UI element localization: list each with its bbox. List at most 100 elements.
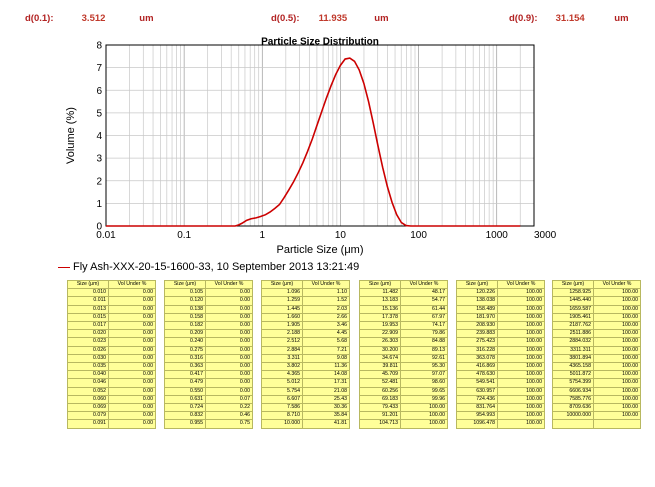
table-row: 15.136 61.44	[359, 304, 448, 314]
vol-under-cell: 21.08	[302, 386, 350, 396]
table-row: 416.869 100.00	[456, 362, 545, 372]
table-row: 0.209 0.00	[164, 329, 253, 339]
size-cell: 79.433	[359, 403, 401, 413]
chart-grid	[105, 45, 535, 226]
vol-under-cell: 0.00	[205, 329, 253, 339]
table-row: 1659.587 100.00	[552, 304, 641, 314]
table-row: 104.713 100.00	[359, 419, 448, 429]
size-cell: 158.489	[456, 304, 498, 314]
vol-under-cell: 0.00	[108, 353, 156, 364]
vol-under-cell: 14.08	[302, 370, 350, 380]
d50-stat: d(0.5): 11.935 um	[271, 13, 389, 24]
table-row: 138.038 100.00	[456, 296, 545, 306]
vol-under-cell: 11.36	[302, 362, 350, 372]
size-cell: 0.417	[164, 370, 206, 380]
vol-under-cell: 100.00	[497, 345, 545, 355]
vol-under-cell: 0.00	[108, 337, 156, 347]
table-row: 8709.636 100.00	[552, 403, 641, 413]
table-row: 39.811 95.30	[359, 362, 448, 372]
vol-under-cell: 100.00	[593, 411, 641, 421]
vol-under-cell: 0.00	[108, 321, 156, 331]
y-tick-label: 3	[96, 154, 102, 165]
size-table-1: Size (μm) Vol Under % 0.010 0.00 0.011 0.00 0.…	[67, 279, 156, 429]
y-tick-label: 6	[96, 86, 102, 97]
axis-ticks: 0.01 0.1 1 10 100 1000 3000 0 1 2 3 4 5 6 7 8	[96, 41, 556, 242]
vol-under-cell: 100.00	[497, 362, 545, 372]
table-row: 0.060 0.00	[67, 394, 156, 405]
table-row: 1258.925 100.00	[552, 288, 641, 298]
table-row: 0.091 0.00	[67, 419, 156, 429]
vol-under-cell: 4.45	[302, 329, 350, 339]
vol-under-cell: 48.17	[400, 288, 448, 298]
size-cell: 4365.158	[552, 362, 594, 372]
vol-under-cell: 100.00	[400, 403, 448, 413]
table-row: 52.481 98.60	[359, 378, 448, 388]
vol-under-cell: 100.00	[497, 288, 545, 298]
table-row: 26.303 84.88	[359, 337, 448, 347]
table-row: 478.630 100.00	[456, 370, 545, 380]
table-row: 831.764 100.00	[456, 403, 545, 413]
size-cell: 39.811	[359, 362, 401, 372]
size-cell: 8709.636	[552, 403, 594, 413]
table-row: 0.955 0.75	[164, 419, 253, 429]
size-cell: 831.764	[456, 403, 498, 413]
table-row: 0.030 0.00	[67, 353, 156, 364]
table-row: 5.012 17.31	[261, 378, 350, 388]
size-cell: 0.060	[67, 394, 109, 405]
table-row: 0.013 0.00	[67, 304, 156, 314]
table-row: 60.256 99.65	[359, 386, 448, 396]
size-cell: 0.275	[164, 345, 206, 355]
table-header-row: Size (μm) Vol Under %	[359, 279, 448, 290]
vol-under-cell: 0.00	[205, 337, 253, 347]
size-cell: 0.955	[164, 419, 206, 429]
size-cell: 416.869	[456, 362, 498, 372]
vol-under-cell: 0.00	[205, 312, 253, 323]
y-tick-label: 1	[96, 199, 102, 210]
size-cell: 8.710	[261, 411, 303, 421]
vol-under-cell: 0.00	[108, 288, 156, 298]
size-cell: 0.069	[67, 403, 109, 413]
size-cell: 1.096	[261, 288, 303, 298]
vol-under-cell: 0.00	[108, 370, 156, 380]
table-row: 1.660 2.66	[261, 312, 350, 323]
size-cell: 17.378	[359, 312, 401, 323]
size-header: Size (μm)	[552, 279, 594, 290]
table-row: 19.953 74.17	[359, 321, 448, 331]
size-cell: 3311.311	[552, 345, 594, 355]
size-cell: 2884.032	[552, 337, 594, 347]
size-cell: 208.930	[456, 321, 498, 331]
size-cell: 0.015	[67, 312, 109, 323]
vol-under-cell: 100.00	[497, 403, 545, 413]
table-row: 79.433 100.00	[359, 403, 448, 413]
table-row: 2.884 7.21	[261, 345, 350, 355]
size-cell: 15.136	[359, 304, 401, 314]
vol-under-cell: 0.00	[108, 296, 156, 306]
size-cell: 0.105	[164, 288, 206, 298]
table-row: 0.724 0.22	[164, 403, 253, 413]
size-cell: 316.228	[456, 345, 498, 355]
particle-size-chart: 0.01 0.1 1 10 100 1000 3000 0 1 2 3 4 5 6 7 8 Particle …	[65, 37, 557, 257]
table-row: 22.909 79.86	[359, 329, 448, 339]
table-row: 0.017 0.00	[67, 321, 156, 331]
y-tick-label: 2	[96, 176, 102, 187]
d10-value: 3.512	[81, 13, 106, 24]
vol-under-cell: 100.00	[497, 394, 545, 405]
size-cell: 0.030	[67, 353, 109, 364]
vol-under-cell: 0.00	[205, 304, 253, 314]
size-cell: 0.040	[67, 370, 109, 380]
x-tick-label: 100	[410, 230, 427, 241]
size-cell: 1905.461	[552, 312, 594, 323]
y-tick-label: 4	[96, 131, 102, 142]
vol-under-cell: 79.86	[400, 329, 448, 339]
table-row: 954.993 100.00	[456, 411, 545, 421]
table-row: 1.096 1.10	[261, 288, 350, 298]
series-line	[106, 57, 521, 227]
size-cell: 0.091	[67, 419, 109, 429]
vol-under-cell: 84.88	[400, 337, 448, 347]
x-tick-label: 10	[335, 230, 347, 241]
size-cell: 11.482	[359, 288, 401, 298]
table-row: 1.259 1.52	[261, 296, 350, 306]
table-row: 6606.934 100.00	[552, 386, 641, 396]
vol-under-cell: 100.00	[593, 378, 641, 388]
d90-value: 31.154	[555, 13, 585, 24]
